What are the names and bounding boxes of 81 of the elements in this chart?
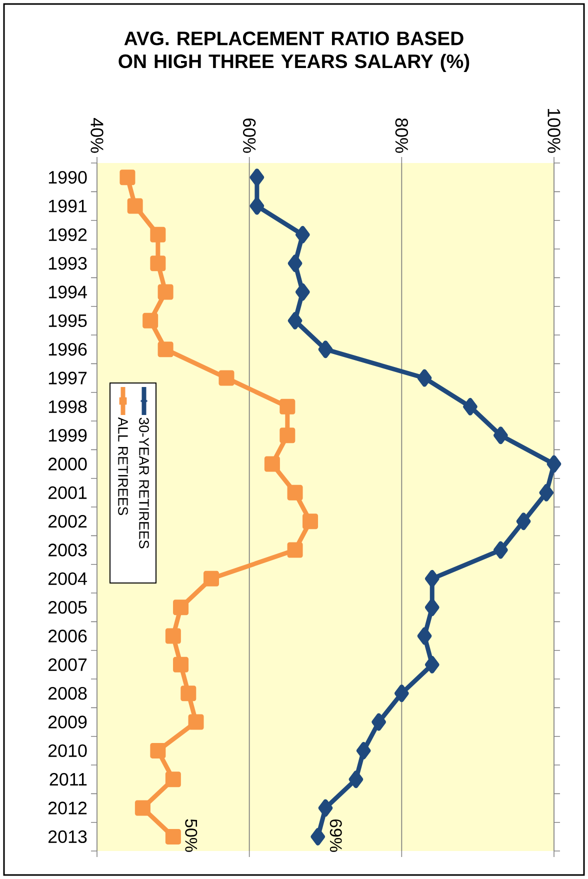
point <box>134 800 150 816</box>
point <box>296 226 310 244</box>
point <box>546 455 562 473</box>
point <box>287 484 303 500</box>
y-tick-label: 2009 <box>48 716 87 728</box>
point <box>188 714 204 730</box>
point <box>288 312 302 330</box>
point <box>417 627 432 645</box>
point <box>173 656 189 672</box>
point <box>318 799 333 817</box>
point <box>158 284 174 300</box>
data-label: 69% <box>330 819 342 852</box>
y-tick-label: 1997 <box>48 372 87 384</box>
y-tick-label: 1999 <box>48 428 87 442</box>
point <box>158 342 174 358</box>
point <box>494 426 508 444</box>
y-tick-label: 2013 <box>48 830 87 844</box>
y-tick-label: 2004 <box>48 572 87 586</box>
point <box>264 456 280 472</box>
point <box>180 686 196 702</box>
point <box>463 398 478 416</box>
y-tick-label: 2012 <box>48 802 87 814</box>
point <box>296 283 310 301</box>
point <box>204 570 219 586</box>
point <box>280 398 296 414</box>
point <box>142 312 158 328</box>
point <box>310 828 326 846</box>
point <box>250 197 264 215</box>
y-tick-label: 2005 <box>48 600 87 614</box>
y-tick-label: 2006 <box>48 630 87 642</box>
y-tick-label: 1991 <box>48 200 87 212</box>
point <box>165 828 181 844</box>
point <box>150 742 166 758</box>
point <box>494 541 508 559</box>
point <box>288 254 302 272</box>
point <box>318 340 333 358</box>
legend-label: 30-YEAR RETIREES <box>139 418 149 548</box>
legend-label: ALL RETIREES <box>118 417 128 516</box>
point <box>417 369 432 387</box>
y-tick-label: 1998 <box>48 400 87 414</box>
y-tick-label: 2008 <box>48 686 87 700</box>
point <box>425 598 440 616</box>
y-tick-label: 2002 <box>48 514 87 528</box>
point <box>127 198 143 214</box>
y-tick-label: 1993 <box>48 256 87 270</box>
point <box>425 570 440 588</box>
point <box>302 514 318 530</box>
y-tick-label: 2011 <box>50 772 87 786</box>
y-tick-label: 1994 <box>48 286 87 298</box>
point <box>120 170 136 186</box>
point <box>280 428 296 444</box>
point <box>394 684 409 702</box>
point <box>287 542 303 558</box>
chart-title: AVG. REPLACEMENT RATIO BASED ON HIGH THREE YEARS SALARY (%) <box>118 32 470 72</box>
point <box>165 628 181 644</box>
x-tick-label: 60% <box>242 118 256 153</box>
point <box>165 772 181 788</box>
y-tick-label: 2007 <box>48 658 87 672</box>
point <box>173 600 189 616</box>
point <box>250 168 264 186</box>
y-tick-label: 1992 <box>48 228 87 242</box>
y-tick-label: 2001 <box>48 486 87 500</box>
point <box>150 226 166 242</box>
y-tick-label: 2010 <box>48 744 87 758</box>
point <box>539 484 554 502</box>
x-tick-label: 40% <box>90 118 104 153</box>
point <box>218 370 234 386</box>
y-tick-label: 1990 <box>48 170 87 184</box>
point <box>356 742 371 760</box>
point <box>425 656 440 674</box>
data-label: 50% <box>185 819 198 852</box>
y-tick-label: 2000 <box>48 458 87 470</box>
y-tick-label: 1995 <box>48 314 87 328</box>
point <box>516 512 531 530</box>
y-tick-label: 2003 <box>48 544 87 556</box>
point <box>372 713 386 731</box>
point <box>150 256 166 272</box>
y-tick-label: 1996 <box>48 342 87 356</box>
x-tick-label: 80% <box>395 118 408 153</box>
point <box>348 770 364 788</box>
x-tick-label: 100% <box>548 108 560 153</box>
